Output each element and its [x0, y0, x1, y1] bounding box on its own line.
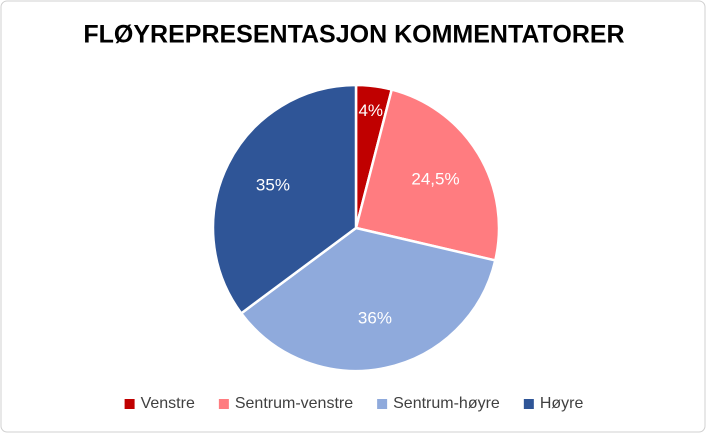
legend-swatch — [124, 399, 135, 409]
legend-swatch — [218, 399, 229, 409]
pie-slice — [354, 88, 501, 262]
legend-label: Høyre — [540, 395, 584, 412]
data-label: 36% — [358, 308, 392, 327]
data-label: 24,5% — [411, 169, 459, 188]
legend-label: Venstre — [141, 395, 195, 412]
legend-label: Sentrum-venstre — [235, 395, 353, 412]
pie-slice — [239, 226, 497, 373]
pie-slice — [211, 83, 358, 316]
legend-label: Sentrum-høyre — [393, 395, 500, 412]
chart-title: FLØYREPRESENTASJON KOMMENTATORER — [83, 21, 624, 49]
data-label: 4% — [358, 101, 383, 120]
legend-swatch — [523, 399, 534, 409]
data-label: 35% — [256, 176, 290, 195]
legend-swatch — [377, 399, 388, 409]
